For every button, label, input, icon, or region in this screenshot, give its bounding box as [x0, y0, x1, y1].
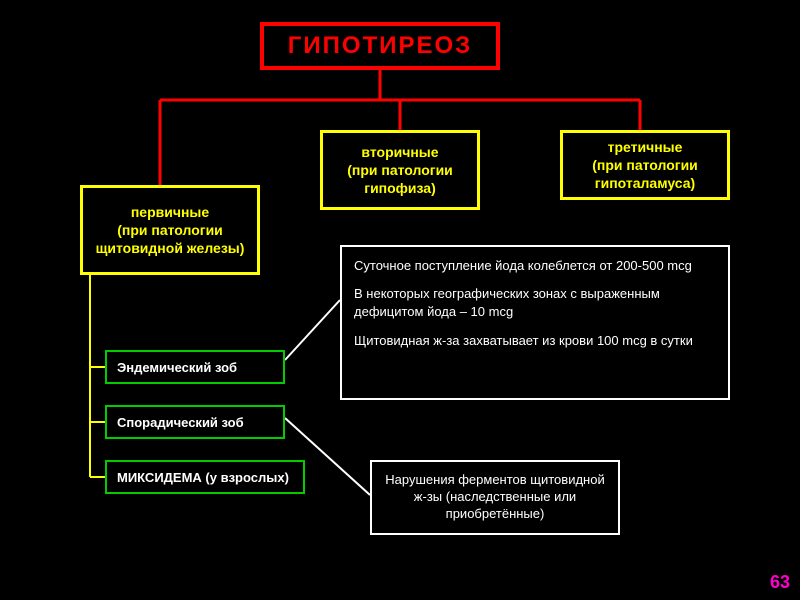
title-box: ГИПОТИРЕОЗ — [260, 22, 500, 70]
category-tertiary-text: третичные (при патологии гипоталамуса) — [571, 138, 719, 193]
category-primary-text: первичные (при патологии щитовидной желе… — [91, 203, 249, 258]
category-tertiary: третичные (при патологии гипоталамуса) — [560, 130, 730, 200]
title-text: ГИПОТИРЕОЗ — [288, 32, 472, 60]
info-p2: В некоторых географических зонах с выраж… — [354, 285, 716, 321]
note-text: Нарушения ферментов щитовидной ж-зы (нас… — [382, 472, 608, 523]
info-p3: Щитовидная ж-за захватывает из крови 100… — [354, 332, 693, 350]
sub-endemic: Эндемический зоб — [105, 350, 285, 384]
sub-sporadic: Спорадический зоб — [105, 405, 285, 439]
category-primary: первичные (при патологии щитовидной желе… — [80, 185, 260, 275]
sub-sporadic-text: Спорадический зоб — [117, 415, 244, 430]
category-secondary-text: вторичные (при патологии гипофиза) — [331, 143, 469, 198]
info-box: Суточное поступление йода колеблется от … — [340, 245, 730, 400]
note-box: Нарушения ферментов щитовидной ж-зы (нас… — [370, 460, 620, 535]
sub-endemic-text: Эндемический зоб — [117, 360, 237, 375]
sub-myxedema-text: МИКСИДЕМА (у взрослых) — [117, 470, 289, 485]
sub-myxedema: МИКСИДЕМА (у взрослых) — [105, 460, 305, 494]
page-number-text: 63 — [770, 572, 790, 592]
category-secondary: вторичные (при патологии гипофиза) — [320, 130, 480, 210]
page-number: 63 — [770, 572, 790, 593]
info-p1: Суточное поступление йода колеблется от … — [354, 257, 692, 275]
